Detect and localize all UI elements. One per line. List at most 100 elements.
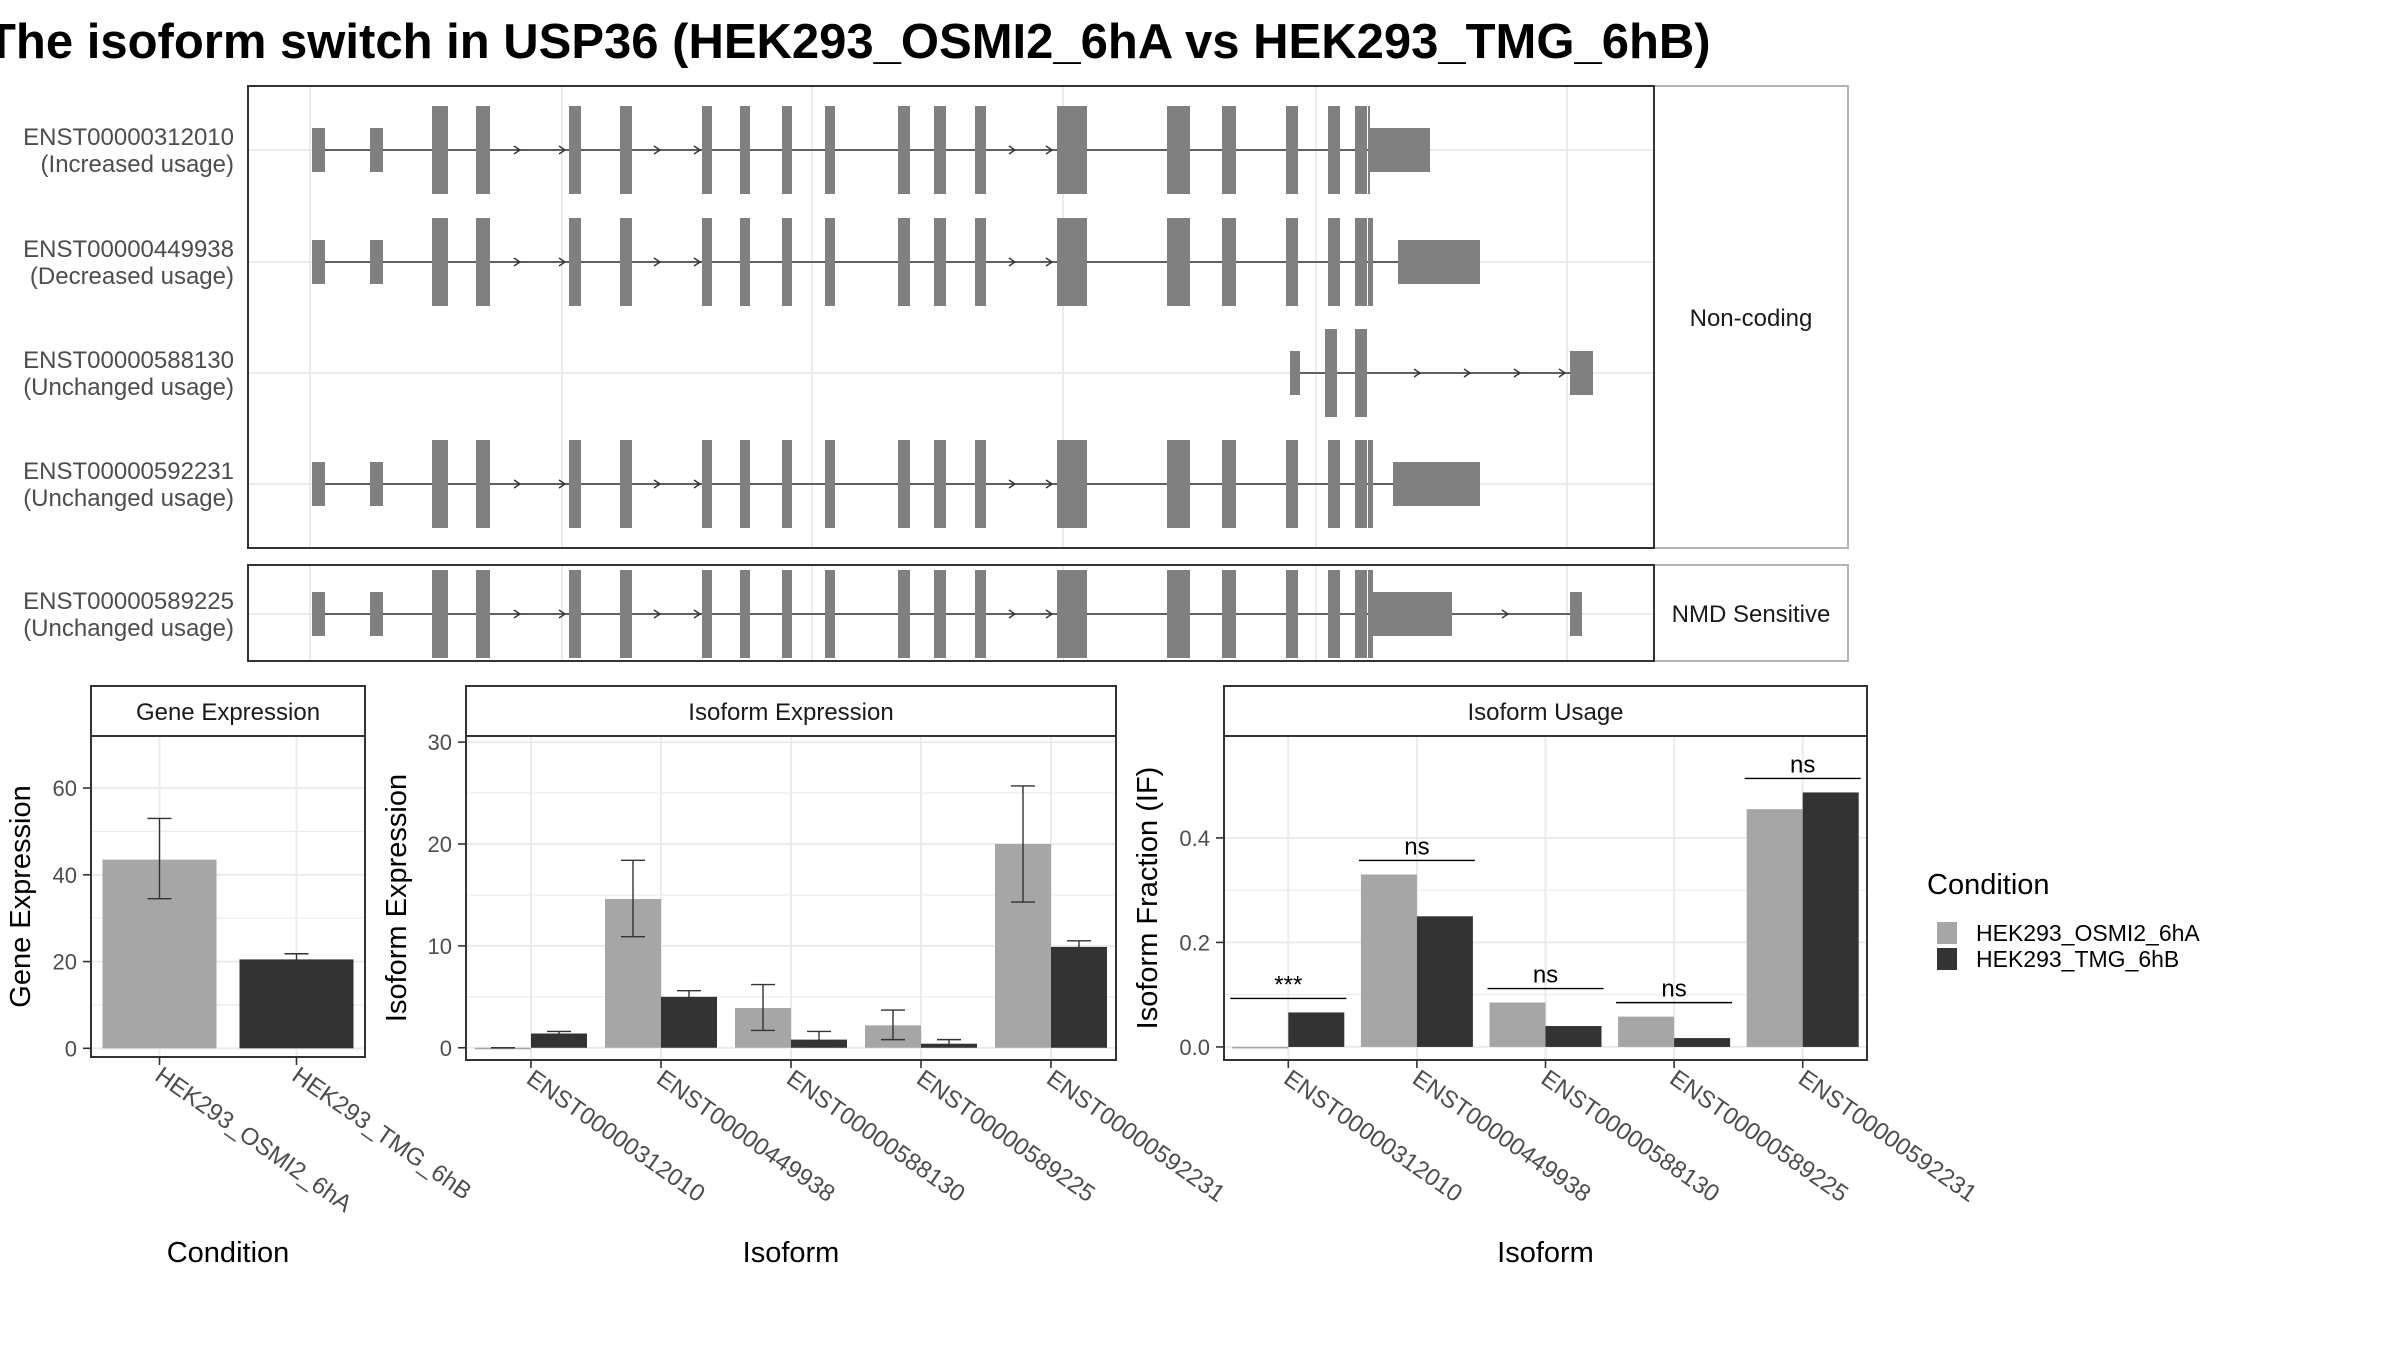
exon-block: [702, 570, 712, 658]
exon-block: [432, 570, 448, 658]
y-tick-label: 0.4: [1179, 826, 1210, 851]
exon-block: [312, 462, 325, 506]
exon-block: [569, 106, 581, 194]
exon-block: [1368, 440, 1373, 528]
strand-arrow: [1008, 479, 1017, 489]
exon-block: [1570, 351, 1593, 395]
exon-block: [620, 440, 632, 528]
exon-block: [1222, 218, 1236, 306]
y-axis-label: Isoform Expression: [381, 774, 413, 1022]
y-tick-label: 0.2: [1179, 930, 1210, 955]
panel-border: [90, 735, 366, 1058]
strand-arrow: [513, 479, 522, 489]
exon-block: [370, 240, 383, 284]
exon-block: [1393, 462, 1480, 506]
transcript-id-label: ENST00000449938: [23, 236, 234, 263]
strand-arrow: [1008, 145, 1017, 155]
x-axis-label: Isoform: [1497, 1237, 1594, 1269]
exon-block: [975, 218, 986, 306]
exon-block: [1368, 218, 1373, 306]
exon-block: [1328, 570, 1340, 658]
bar: [1674, 1038, 1731, 1047]
legend-swatch: [1937, 922, 1957, 944]
y-tick-label: 20: [428, 832, 452, 857]
exon-block: [312, 128, 325, 172]
exon-block: [1328, 440, 1340, 528]
bar: [1746, 809, 1803, 1047]
strand-arrow: [513, 145, 522, 155]
strand-arrow: [693, 609, 702, 619]
exon-block: [1286, 570, 1298, 658]
strand-arrow: [653, 145, 662, 155]
strand-arrow: [693, 479, 702, 489]
legend-label: HEK293_OSMI2_6hA: [1976, 920, 2200, 946]
exon-block: [1286, 440, 1298, 528]
exon-block: [620, 106, 632, 194]
facet-label: NMD Sensitive: [1672, 601, 1831, 628]
exon-block: [1057, 106, 1087, 194]
exon-block: [1167, 440, 1190, 528]
strand-arrow: [1413, 368, 1422, 378]
isoform-usage-panel: Isoform Usage***nsnsnsns0.00.20.4ENST000…: [1132, 685, 1981, 1269]
exon-block: [1398, 240, 1480, 284]
exon-block: [312, 592, 325, 636]
panel-title: Isoform Expression: [688, 699, 893, 726]
strand-arrow: [1045, 479, 1054, 489]
y-axis-label: Gene Expression: [5, 785, 37, 1007]
exon-block: [782, 440, 792, 528]
structure-panel-border: [247, 85, 1655, 549]
exon-block: [975, 106, 986, 194]
y-tick-label: 0.0: [1179, 1035, 1210, 1060]
panel-title: Gene Expression: [136, 699, 320, 726]
strand-arrow: [1045, 145, 1054, 155]
bar: [1288, 1012, 1345, 1047]
exon-block: [934, 106, 946, 194]
exon-block: [476, 218, 490, 306]
exon-block: [1286, 106, 1298, 194]
exon-block: [1355, 218, 1367, 306]
bar: [1360, 874, 1417, 1047]
facet-strip: [1653, 564, 1849, 662]
transcript-usage-label: (Unchanged usage): [23, 485, 234, 512]
panel-strip: [1223, 685, 1868, 737]
bar: [661, 996, 717, 1048]
exon-block: [1222, 440, 1236, 528]
significance-label: ***: [1274, 971, 1302, 998]
legend-title: Condition: [1927, 869, 2050, 901]
transcript-structure-plot: Non-coding NMD Sensitive ENST00000312010(I…: [23, 85, 1849, 662]
legend-label: HEK293_TMG_6hB: [1976, 946, 2179, 972]
exon-block: [1167, 570, 1190, 658]
exon-block: [702, 106, 712, 194]
transcript-id-label: ENST00000312010: [23, 124, 234, 151]
exon-block: [476, 106, 490, 194]
exon-block: [620, 218, 632, 306]
significance-label: ns: [1533, 962, 1558, 989]
y-tick-label: 40: [53, 863, 77, 888]
legend-swatch: [1937, 948, 1957, 970]
exon-block: [782, 106, 792, 194]
strand-arrow: [1558, 368, 1567, 378]
transcript-usage-label: (Decreased usage): [30, 263, 234, 290]
transcript-id-label: ENST00000588130: [23, 347, 234, 374]
exon-block: [432, 106, 448, 194]
exon-block: [1355, 440, 1367, 528]
strand-arrow: [513, 609, 522, 619]
exon-block: [1325, 329, 1337, 417]
strand-arrow: [653, 479, 662, 489]
panel-strip: [90, 685, 366, 737]
y-axis-label: Isoform Fraction (IF): [1132, 767, 1164, 1030]
strand-arrow: [558, 145, 567, 155]
strand-arrow: [693, 257, 702, 267]
x-axis-label: Isoform: [743, 1237, 840, 1269]
y-tick-label: 0: [440, 1036, 452, 1061]
exon-block: [1222, 106, 1236, 194]
exon-block: [476, 440, 490, 528]
bar: [1416, 916, 1473, 1047]
exon-block: [432, 440, 448, 528]
exon-block: [1373, 592, 1452, 636]
bar: [1232, 1046, 1289, 1049]
exon-block: [1167, 106, 1190, 194]
exon-block: [1328, 218, 1340, 306]
exon-block: [1222, 570, 1236, 658]
